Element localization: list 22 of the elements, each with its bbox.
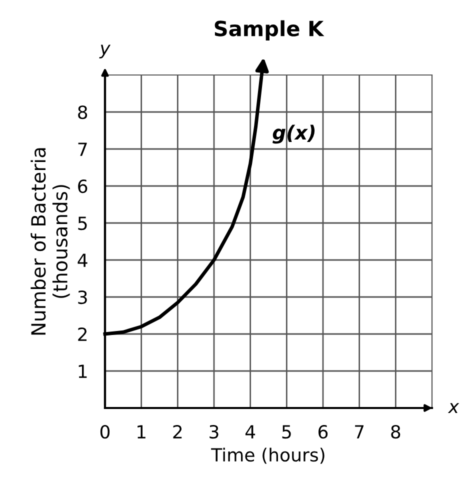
x-axis-title: Time (hours) (211, 448, 324, 464)
x-tick-label: 0 (100, 424, 110, 439)
y-tick-label: 4 (78, 254, 88, 267)
y-tick-label: 3 (78, 290, 87, 304)
y-tick-label: 7 (78, 142, 87, 156)
y-tick-label: 2 (78, 327, 87, 341)
x-tick-label: 4 (245, 425, 256, 438)
y-tick-label: 5 (78, 216, 87, 230)
text: y (99, 44, 111, 58)
x-tick-label: 2 (173, 424, 182, 438)
y-tick-label: 1 (78, 364, 87, 378)
x-tick-label: 6 (318, 424, 328, 439)
x-tick-label: 1 (138, 425, 146, 438)
text: x (448, 403, 460, 413)
y-axis-title: Number of Bacteria (thousands) (30, 148, 70, 335)
y-tick-label: 8 (78, 105, 88, 120)
x-tick-label: 5 (282, 425, 291, 439)
y-tick-label: 6 (78, 179, 88, 194)
x-tick-label: 8 (391, 424, 400, 439)
x-tick-label: 3 (210, 424, 218, 439)
chart-title: Sample K (214, 20, 324, 40)
x-tick-label: 7 (355, 425, 364, 438)
